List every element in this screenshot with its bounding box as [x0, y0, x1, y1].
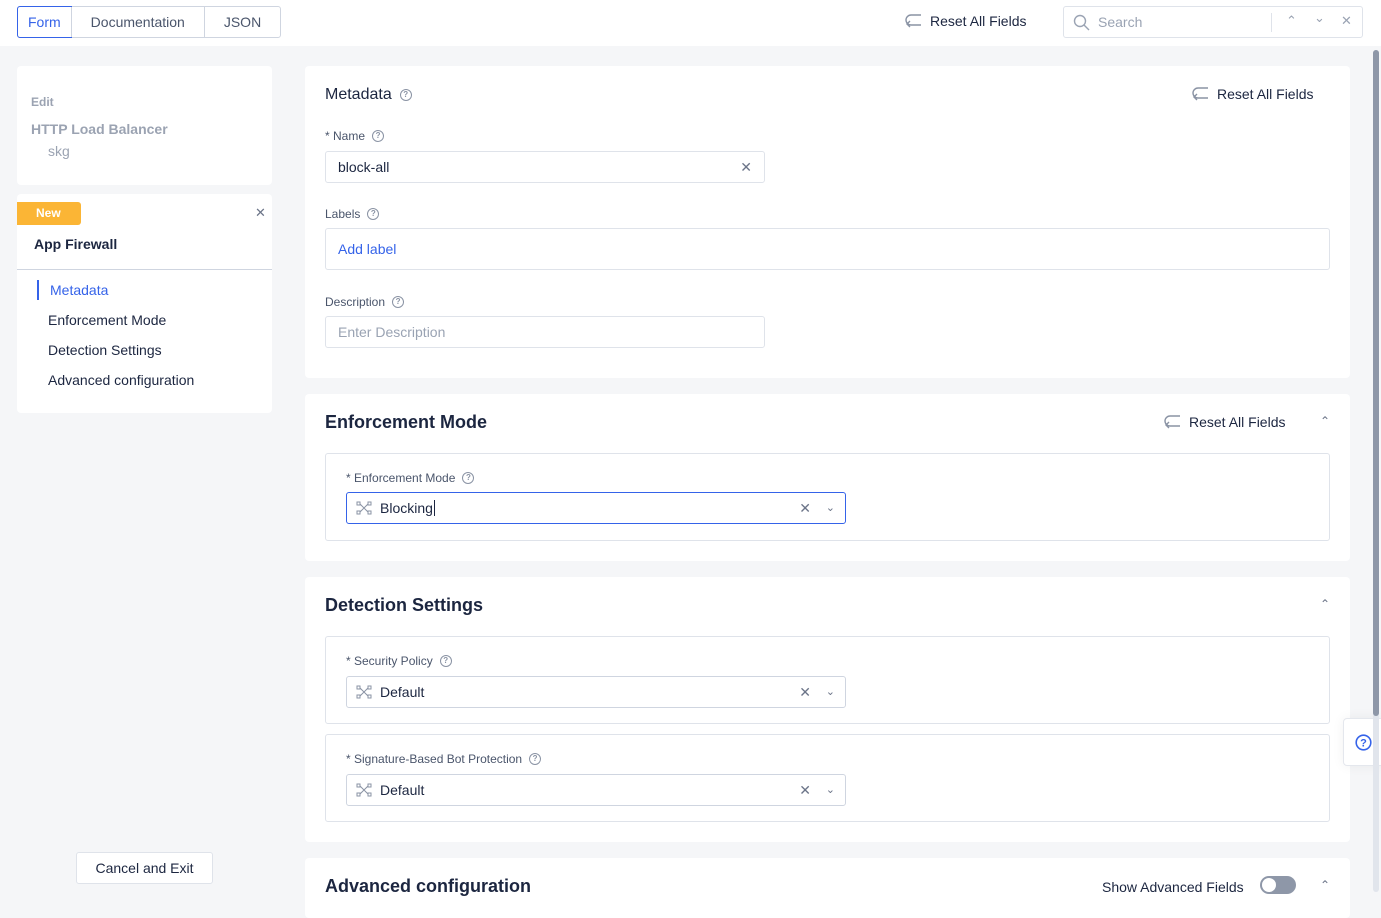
help-icon[interactable]: ?: [372, 130, 385, 142]
enforcement-mode-section: Enforcement Mode Reset All Fields ⌃ * En…: [305, 394, 1350, 561]
help-icon[interactable]: ?: [439, 655, 452, 667]
clear-icon[interactable]: ✕: [740, 159, 752, 175]
help-icon[interactable]: ?: [399, 89, 412, 101]
section-title: Advanced configuration: [325, 876, 532, 896]
selected-value: Blocking: [380, 500, 433, 516]
enforcement-mode-select[interactable]: Blocking ✕ ⌄: [346, 492, 846, 524]
field-box: * Signature-Based Bot Protection? Defaul…: [325, 734, 1330, 822]
parent-name: skg: [48, 143, 70, 159]
show-advanced-toggle[interactable]: [1260, 876, 1296, 894]
selected-value: Default: [380, 684, 425, 700]
collapse-icon[interactable]: ⌃: [1319, 878, 1330, 892]
field-box: * Security Policy? Default ✕ ⌄: [325, 636, 1330, 724]
undo-icon: [905, 14, 921, 28]
security-policy-select[interactable]: Default ✕ ⌄: [346, 676, 846, 708]
parent-type: HTTP Load Balancer: [31, 121, 168, 137]
choice-icon: [356, 501, 372, 515]
search-input[interactable]: Search ⌃ ⌄ ✕: [1063, 6, 1363, 38]
section-nav-card: New ✕ App Firewall Metadata Enforcement …: [17, 194, 272, 413]
parent-object-card: Edit HTTP Load Balancer skg: [17, 66, 272, 185]
new-badge: New: [17, 202, 81, 225]
nav-item-enforcement-mode[interactable]: Enforcement Mode: [48, 312, 167, 328]
reset-label: Reset All Fields: [1189, 414, 1286, 430]
chevron-down-icon[interactable]: ⌄: [825, 686, 835, 698]
clear-icon[interactable]: ✕: [799, 684, 811, 700]
undo-icon: [1164, 415, 1180, 429]
nav-item-advanced-configuration[interactable]: Advanced configuration: [48, 372, 195, 388]
scrollbar-thumb[interactable]: [1373, 50, 1379, 716]
help-icon[interactable]: ?: [462, 472, 475, 484]
chevron-up-icon[interactable]: ⌃: [1286, 13, 1297, 28]
nav-item-metadata[interactable]: Metadata: [50, 282, 109, 298]
tab-json[interactable]: JSON: [203, 7, 280, 37]
edit-label: Edit: [31, 95, 54, 109]
add-label-button[interactable]: Add label: [325, 228, 1330, 270]
section-title: Detection Settings: [325, 595, 484, 615]
bot-protection-select[interactable]: Default ✕ ⌄: [346, 774, 846, 806]
tab-documentation[interactable]: Documentation: [70, 7, 204, 37]
view-tabs: Form Documentation JSON: [17, 6, 282, 38]
clear-icon[interactable]: ✕: [799, 782, 811, 798]
selected-value: Default: [380, 782, 425, 798]
show-advanced-label: Show Advanced Fields: [1102, 879, 1244, 895]
chevron-down-icon[interactable]: ⌄: [825, 784, 835, 796]
help-icon[interactable]: ?: [529, 753, 542, 765]
question-icon: ?: [1355, 734, 1372, 751]
collapse-icon[interactable]: ⌃: [1319, 597, 1330, 611]
choice-icon: [356, 783, 372, 797]
reset-all-fields-button[interactable]: Reset All Fields: [1192, 86, 1313, 102]
name-label: * Name: [325, 129, 366, 143]
close-icon[interactable]: ✕: [255, 205, 266, 220]
name-input[interactable]: block-all ✕: [325, 151, 765, 183]
divider: [17, 269, 272, 270]
object-title: App Firewall: [34, 236, 118, 252]
search-placeholder: Search: [1098, 14, 1143, 30]
search-icon: [1073, 14, 1090, 30]
help-icon[interactable]: ?: [367, 208, 380, 220]
reset-label: Reset All Fields: [1217, 86, 1314, 102]
section-title: Metadata: [325, 86, 392, 103]
top-bar: Form Documentation JSON Reset All Fields…: [0, 0, 1381, 46]
collapse-icon[interactable]: ⌃: [1319, 414, 1330, 428]
divider: [1271, 13, 1272, 32]
reset-all-fields-button[interactable]: Reset All Fields: [905, 13, 1026, 29]
enforcement-mode-label: * Enforcement Mode: [346, 471, 456, 485]
advanced-configuration-section: Advanced configuration Show Advanced Fie…: [305, 858, 1350, 918]
section-title: Enforcement Mode: [325, 412, 488, 432]
chevron-down-icon[interactable]: ⌄: [1314, 10, 1325, 25]
detection-settings-section: Detection Settings ⌃ * Security Policy? …: [305, 577, 1350, 842]
labels-label: Labels: [325, 207, 361, 221]
close-icon[interactable]: ✕: [1341, 13, 1352, 28]
active-indicator: [37, 280, 39, 300]
undo-icon: [1192, 87, 1208, 101]
security-policy-label: * Security Policy: [346, 654, 433, 668]
cancel-and-exit-button[interactable]: Cancel and Exit: [76, 852, 213, 884]
metadata-section: Metadata? Reset All Fields * Name? block…: [305, 66, 1350, 378]
tab-form[interactable]: Form: [17, 6, 72, 38]
chevron-down-icon[interactable]: ⌄: [825, 502, 835, 514]
description-input[interactable]: Enter Description: [325, 316, 765, 348]
bot-protection-label: * Signature-Based Bot Protection: [346, 752, 523, 766]
clear-icon[interactable]: ✕: [799, 500, 811, 516]
name-value: block-all: [338, 159, 390, 175]
nav-item-detection-settings[interactable]: Detection Settings: [48, 342, 162, 358]
reset-all-fields-button[interactable]: Reset All Fields: [1164, 414, 1285, 430]
scrollbar[interactable]: [1373, 50, 1379, 892]
choice-icon: [356, 685, 372, 699]
help-icon[interactable]: ?: [392, 296, 405, 308]
svg-text:?: ?: [1360, 738, 1367, 750]
field-box: * Enforcement Mode? Blocking ✕ ⌄: [325, 453, 1330, 541]
description-label: Description: [325, 295, 386, 309]
reset-label: Reset All Fields: [930, 13, 1027, 29]
